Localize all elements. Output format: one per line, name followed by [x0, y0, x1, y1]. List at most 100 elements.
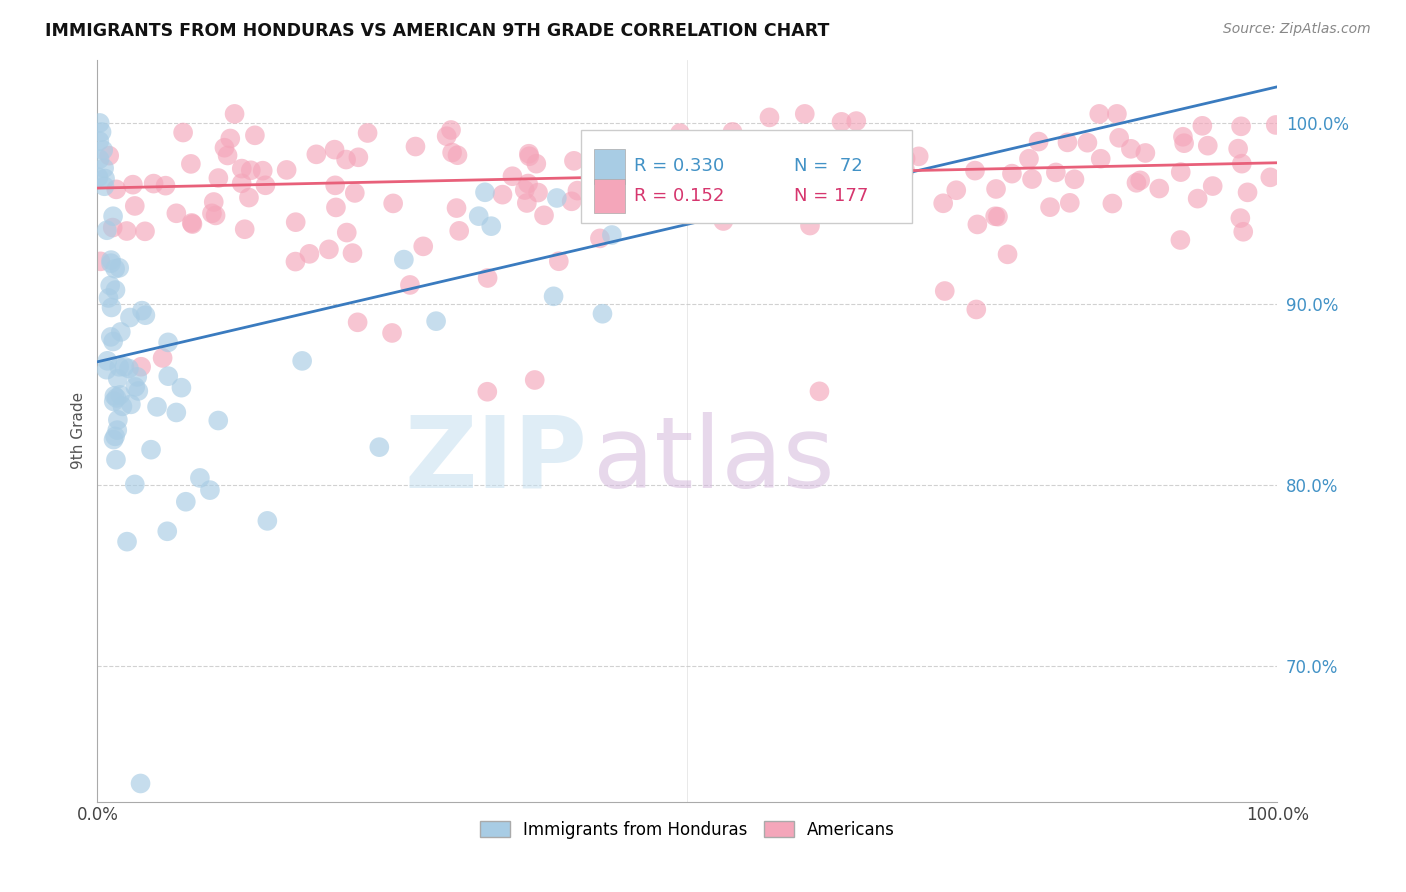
Text: R = 0.152: R = 0.152 [634, 187, 724, 205]
Point [1258, 170, 1281, 185]
Point [449, 224, 471, 238]
Point [115, 224, 138, 238]
Point [157, 369, 180, 384]
Point [907, 149, 929, 163]
Point [108, 260, 131, 275]
Point [783, 137, 806, 152]
Point [139, 442, 162, 457]
Point [582, 175, 605, 189]
Point [501, 169, 523, 184]
Point [204, 209, 226, 223]
Point [600, 189, 623, 203]
Point [1063, 172, 1085, 186]
Point [1108, 130, 1130, 145]
Point [636, 169, 658, 183]
Point [336, 226, 359, 240]
Point [254, 178, 277, 193]
Point [382, 196, 405, 211]
Point [124, 199, 146, 213]
Point [533, 208, 555, 222]
Text: N = 177: N = 177 [793, 187, 868, 205]
Point [343, 186, 366, 200]
Point [219, 131, 242, 145]
Point [347, 150, 370, 164]
Point [323, 143, 346, 157]
Point [98, 278, 121, 293]
Point [1197, 138, 1219, 153]
Point [98, 148, 121, 162]
Point [758, 111, 780, 125]
Point [256, 514, 278, 528]
Point [89, 254, 111, 268]
Point [592, 307, 614, 321]
Point [129, 359, 152, 374]
Point [412, 239, 434, 253]
Point [1191, 119, 1213, 133]
Point [1170, 165, 1192, 179]
Point [1232, 225, 1254, 239]
Point [997, 247, 1019, 261]
Point [105, 423, 128, 437]
Point [112, 359, 135, 374]
Point [779, 169, 801, 183]
Point [1105, 107, 1128, 121]
Point [1187, 192, 1209, 206]
Point [1039, 200, 1062, 214]
Point [381, 326, 404, 340]
Point [201, 206, 224, 220]
Text: R = 0.330: R = 0.330 [634, 157, 724, 175]
Point [966, 218, 988, 232]
Point [838, 137, 860, 152]
Point [142, 177, 165, 191]
Point [721, 125, 744, 139]
Point [645, 172, 668, 186]
Point [583, 160, 606, 174]
Point [1018, 152, 1040, 166]
Point [105, 182, 128, 196]
Point [180, 216, 202, 230]
Point [1088, 107, 1111, 121]
Point [97, 291, 120, 305]
FancyBboxPatch shape [581, 130, 911, 223]
Point [474, 186, 496, 200]
Point [763, 190, 786, 204]
Text: N =  72: N = 72 [793, 157, 862, 175]
Point [945, 183, 967, 197]
Point [96, 362, 118, 376]
Point [165, 206, 187, 220]
Point [90, 125, 112, 139]
Point [628, 174, 651, 188]
Point [872, 184, 894, 198]
Point [984, 182, 1007, 196]
Point [644, 172, 666, 186]
Point [738, 148, 761, 162]
Point [779, 144, 801, 158]
Point [104, 283, 127, 297]
Point [1264, 118, 1286, 132]
Point [101, 209, 124, 223]
Point [436, 129, 458, 144]
Point [524, 156, 547, 170]
Point [589, 231, 612, 245]
Point [157, 335, 180, 350]
Point [96, 353, 118, 368]
Point [599, 202, 621, 217]
Point [477, 384, 499, 399]
Point [562, 153, 585, 168]
Point [702, 206, 724, 220]
Point [91, 143, 114, 157]
Point [214, 141, 236, 155]
Point [516, 196, 538, 211]
Point [547, 254, 569, 268]
Point [893, 162, 915, 177]
Point [583, 145, 606, 159]
Point [180, 157, 202, 171]
Point [122, 178, 145, 192]
Point [793, 107, 815, 121]
Point [425, 314, 447, 328]
Point [669, 126, 692, 140]
Point [1090, 152, 1112, 166]
Point [1170, 233, 1192, 247]
Point [134, 308, 156, 322]
Point [963, 163, 986, 178]
